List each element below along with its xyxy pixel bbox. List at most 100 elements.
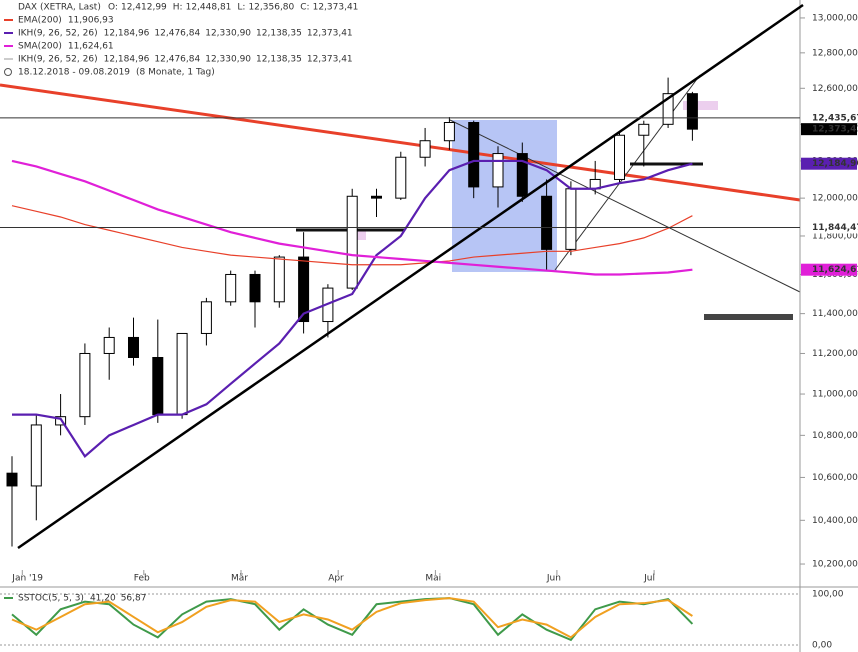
highlight-box	[683, 101, 718, 110]
y-tick-label: 10,800,00	[812, 431, 858, 441]
quote-key: L:	[237, 3, 245, 13]
price-tag	[801, 157, 857, 170]
candle-body	[200, 301, 212, 334]
candle-body	[273, 256, 285, 303]
legend-value: 12,373,41	[307, 29, 353, 39]
y-tick-label: 12,000,00	[812, 194, 858, 204]
period: (8 Monate, 1 Tag)	[136, 68, 215, 78]
candle-body	[686, 93, 698, 130]
price-tag-label: 11,624,61	[812, 265, 858, 275]
y-tick-label: 13,000,00	[812, 13, 858, 23]
candle-body	[395, 156, 407, 199]
legend-value: 12,184,96	[104, 29, 150, 39]
legend-name: EMA(200)	[18, 16, 62, 26]
y-tick-label: 100,00	[812, 590, 844, 600]
legend-title: DAX (XETRA, Last)	[18, 3, 101, 13]
candle-body	[346, 195, 358, 289]
price-tag-label: 11,844,47	[812, 223, 858, 233]
date-range: 18.12.2018 - 09.08.2019	[18, 68, 130, 78]
y-tick-label: 11,800,00	[812, 231, 858, 241]
x-tick-label: Mär	[231, 574, 248, 584]
candle-body	[55, 416, 67, 426]
legend-name: IKH(9, 26, 52, 26)	[18, 29, 98, 39]
price-tag	[801, 263, 857, 276]
candle-body	[30, 424, 42, 487]
candle-body	[152, 356, 164, 416]
x-tick-label: Jun	[546, 574, 561, 584]
quote-value: 12,412,99	[121, 3, 167, 13]
y-tick-label: 10,400,00	[812, 516, 858, 526]
candle-body	[468, 122, 480, 188]
candle-body	[565, 188, 577, 250]
y-tick-label: 12,600,00	[812, 84, 858, 94]
candle-body	[79, 352, 91, 418]
trend-line	[0, 83, 801, 202]
candle-body	[249, 273, 261, 303]
legend-value: 12,138,35	[256, 29, 302, 39]
legend-value: 12,330,90	[205, 55, 251, 65]
indicator-line	[11, 159, 693, 276]
candle-body	[443, 122, 455, 142]
y-tick-label: 0,00	[812, 641, 832, 651]
candle-body	[225, 273, 237, 303]
legend-value: 11,906,93	[68, 16, 114, 26]
indicator-line	[12, 159, 693, 458]
x-tick-label: Mai	[425, 574, 441, 584]
oscillator-line	[11, 597, 693, 639]
legend-name: SMA(200)	[18, 42, 62, 52]
legend-value: 12,476,84	[154, 29, 200, 39]
highlight-box	[350, 230, 366, 240]
candle-body	[492, 153, 504, 188]
legend-value: 41,20	[90, 594, 116, 604]
price-tag	[801, 123, 857, 136]
candle-body	[128, 336, 139, 358]
quote-value: 12,373,41	[313, 3, 359, 13]
trend-line	[449, 119, 801, 293]
y-tick-label: 10,200,00	[812, 560, 858, 570]
quote-key: H:	[173, 3, 183, 13]
candle-body	[541, 195, 553, 250]
legend-name: IKH(9, 26, 52, 26)	[18, 55, 98, 65]
x-tick-label: Apr	[328, 574, 344, 584]
legend-value: 56,87	[121, 594, 147, 604]
quote-key: O:	[108, 3, 118, 13]
quote-value: 12,356,80	[248, 3, 294, 13]
quote-value: 12,448,81	[186, 3, 232, 13]
candle-body	[103, 336, 115, 354]
x-tick-label: Feb	[134, 574, 150, 584]
price-tag-label: 12,184,96	[812, 159, 858, 169]
y-tick-label: 10,600,00	[812, 473, 858, 483]
candle-body	[614, 134, 625, 180]
candle-body	[419, 140, 431, 158]
legend-value: 12,476,84	[154, 55, 200, 65]
candle-body	[371, 195, 382, 199]
trend-line	[17, 3, 804, 550]
y-tick-label: 11,200,00	[812, 349, 858, 359]
candle-body	[298, 256, 310, 323]
legend-value: 12,373,41	[307, 55, 353, 65]
legend-value: 12,138,35	[256, 55, 302, 65]
candle-body	[662, 93, 674, 125]
candle-body	[638, 123, 650, 136]
clock-icon	[4, 68, 12, 76]
trend-line	[554, 74, 701, 271]
quote-key: C:	[300, 3, 309, 13]
candle-body	[6, 472, 18, 487]
legend-value: 12,330,90	[205, 29, 251, 39]
legend-value: 12,184,96	[104, 55, 150, 65]
price-tag	[801, 111, 857, 124]
price-tag	[801, 221, 857, 234]
x-tick-label: Jan '19	[11, 574, 43, 584]
candle-body	[516, 153, 528, 197]
level-bar	[704, 314, 793, 320]
y-tick-label: 11,400,00	[812, 309, 858, 319]
legend-value: 11,624,61	[68, 42, 114, 52]
y-tick-label: 11,000,00	[812, 390, 858, 400]
candle-body	[176, 332, 188, 416]
x-tick-label: Jul	[643, 574, 655, 584]
price-tag-label: 12,373,41	[812, 125, 858, 135]
legend-name: SSTOC(5, 5, 3)	[18, 594, 84, 604]
indicator-line	[11, 205, 693, 266]
